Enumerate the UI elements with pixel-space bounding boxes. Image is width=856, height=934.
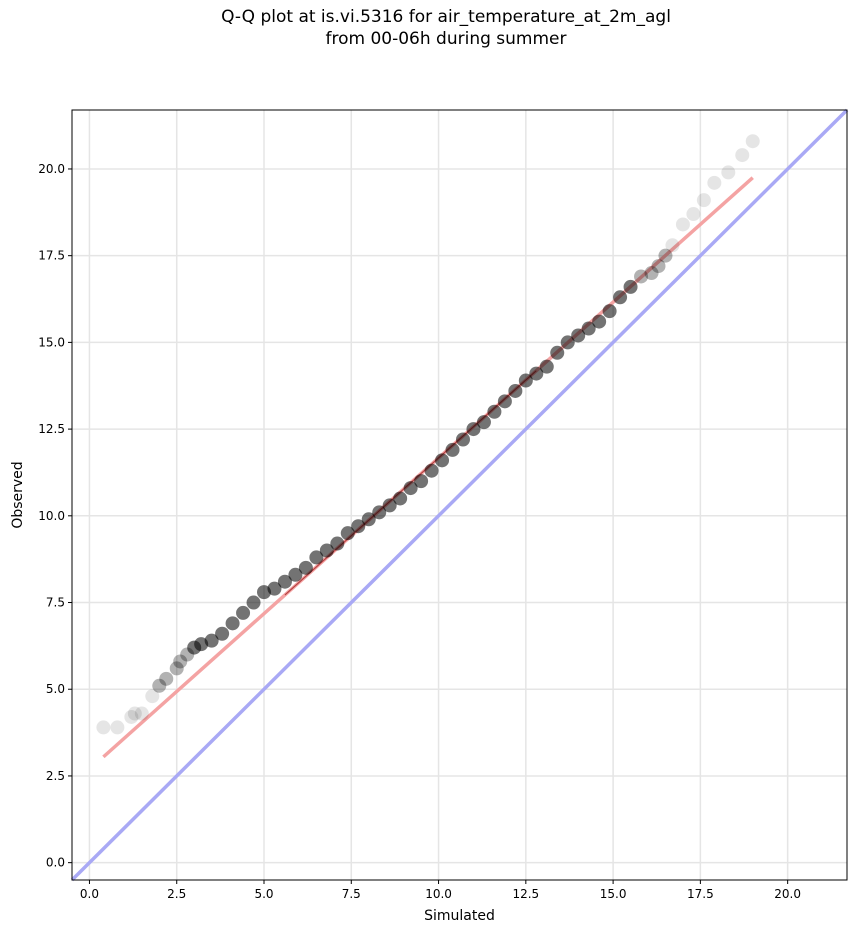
qq-point [735,148,750,163]
qq-point [298,560,313,575]
qq-point [246,595,261,610]
y-tick-label: 0.0 [46,856,65,870]
qq-point [665,238,680,253]
qq-point [581,321,596,336]
y-tick-label: 17.5 [38,249,65,263]
qq-point [634,269,649,284]
qq-point [110,720,125,735]
y-tick-label: 15.0 [38,335,65,349]
y-tick-label: 10.0 [38,509,65,523]
plot-frame [71,109,848,881]
qq-point [372,505,387,520]
qq-point [497,394,512,409]
qq-point [145,689,160,704]
qq-point [267,581,282,596]
qq-point [236,605,251,620]
qq-point [340,526,355,541]
qq-point [414,474,429,489]
qq-point [675,217,690,232]
qq-point [623,279,638,294]
qq-point [435,453,450,468]
qq-point [602,304,617,319]
qq-point [225,616,240,631]
qq-point [613,290,628,305]
qq-point [330,536,345,551]
one-to-one-line [70,108,849,882]
qq-point [152,678,167,693]
qq-point [134,706,149,721]
qq-point [455,432,470,447]
qq-point [508,383,523,398]
data-points [96,134,760,735]
chart-title-line1: Q-Q plot at is.vi.5316 for air_temperatu… [221,7,671,27]
qq-point [466,422,481,437]
qq-point [288,567,303,582]
qq-point [571,328,586,343]
qq-point [707,175,722,190]
qq-point [644,266,659,281]
qq-point [169,661,184,676]
qq-point [382,498,397,513]
x-axis-label: Simulated [424,908,495,924]
chart-title: Q-Q plot at is.vi.5316 for air_temperatu… [0,6,856,50]
qq-point [173,654,188,669]
chart-title-line2: from 00-06h during summer [325,29,567,49]
x-tick-label: 0.0 [80,887,99,901]
qq-point [96,720,111,735]
qq-point [518,373,533,388]
y-axis-label: Observed [10,461,26,528]
qq-point [529,366,544,381]
qq-point [696,193,711,208]
qq-point [487,404,502,419]
qq-point [159,671,174,686]
qq-point [539,359,554,374]
qq-point [309,550,324,565]
qq-point [361,512,376,527]
qq-point [215,626,230,641]
y-tick-label: 20.0 [38,162,65,176]
x-tick-label: 2.5 [167,887,186,901]
qq-point [351,519,366,534]
qq-point [445,442,460,457]
grid-lines [72,110,847,880]
qq-point [651,259,666,274]
x-tick-label: 10.0 [425,887,452,901]
y-tick-label: 7.5 [46,596,65,610]
x-tick-label: 5.0 [254,887,273,901]
qq-point [550,345,565,360]
qq-point [721,165,736,180]
qq-point [560,335,575,350]
qq-point [277,574,292,589]
y-tick-label: 12.5 [38,422,65,436]
qq-point [393,491,408,506]
x-tick-label: 17.5 [687,887,714,901]
qq-point [476,415,491,430]
y-tick-label: 2.5 [46,769,65,783]
qq-point [319,543,334,558]
x-tick-label: 7.5 [342,887,361,901]
x-tick-label: 20.0 [774,887,801,901]
qq-point [424,463,439,478]
axis-ticks: 0.0 2.5 5.0 7.5 10.0 12.5 15.0 17.5 20.0 0.0 2.5 5.… [38,162,801,901]
qq-point [592,314,607,329]
y-tick-label: 5.0 [46,682,65,696]
x-tick-label: 12.5 [512,887,539,901]
qq-point [403,481,418,496]
reference-lines [70,108,849,882]
qq-point [745,134,760,149]
qq-point [124,709,139,724]
qq-point [127,706,142,721]
qq-point [686,207,701,222]
qq-point [658,248,673,263]
x-tick-label: 15.0 [600,887,627,901]
qq-point [204,633,219,648]
